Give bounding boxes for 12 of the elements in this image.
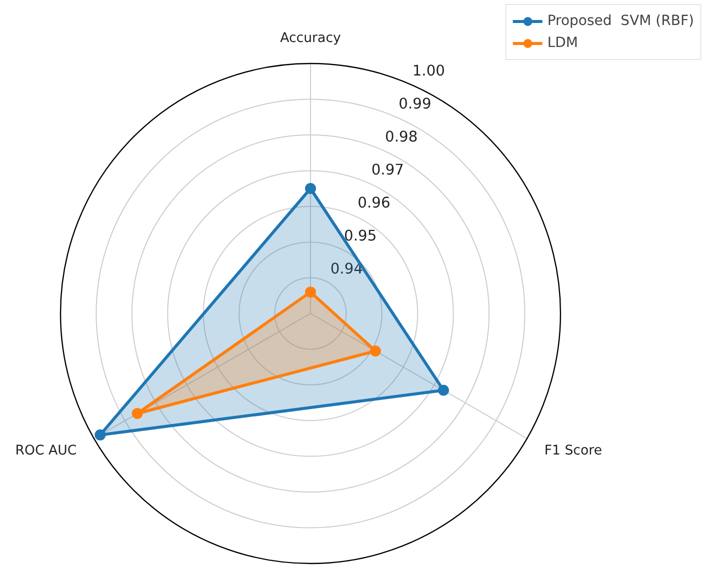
spoke-label: Accuracy — [280, 31, 342, 46]
legend-label: Proposed SVM (RBF) — [547, 13, 694, 29]
spoke-label: F1 Score — [544, 444, 602, 458]
legend-label: LDM — [547, 35, 578, 51]
y-tick-label: 0.98 — [385, 128, 418, 146]
y-tick-label: 0.99 — [398, 96, 432, 113]
y-tick-label: 0.96 — [358, 194, 390, 212]
text: 1.00 — [412, 62, 445, 80]
y-tick-label: 0.97 — [371, 162, 404, 179]
y-tick-label: 0.95 — [344, 228, 377, 245]
y-tick-label: 0.94 — [330, 260, 363, 278]
spoke-label: ROC AUC — [15, 444, 77, 458]
